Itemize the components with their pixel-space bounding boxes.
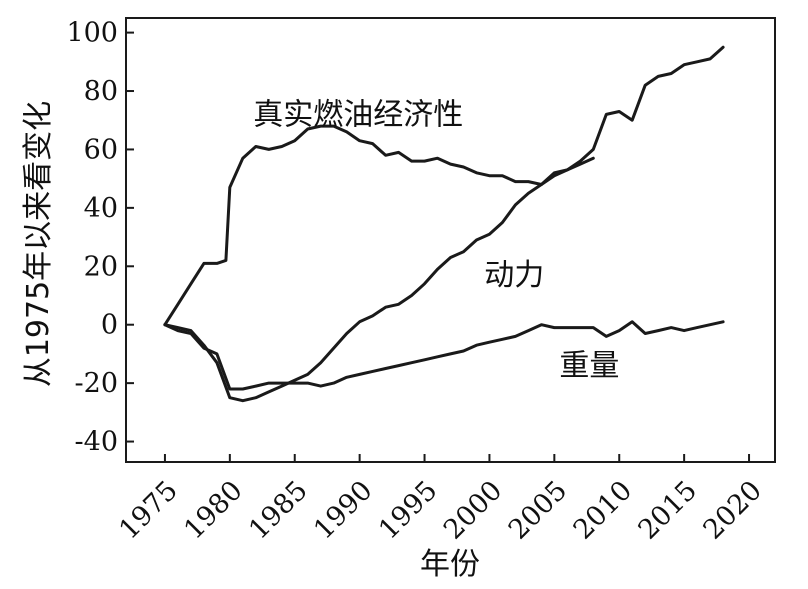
plot-frame [125, 17, 776, 463]
series-line-1 [163, 124, 595, 327]
series-line-3 [163, 320, 725, 391]
series-label-1: 真实燃油经济性 [253, 97, 463, 132]
series-label-3: 重量 [559, 349, 619, 384]
series-line-2 [163, 45, 725, 403]
y-tick-label: 20 [84, 251, 118, 282]
y-tick-label: 40 [84, 193, 118, 224]
series-label-2: 动力 [484, 258, 544, 293]
y-tick-label: 80 [84, 76, 118, 107]
x-tick-label: 2010 [568, 475, 639, 546]
x-tick-label: 2005 [503, 475, 574, 546]
x-tick-label: 1995 [373, 475, 444, 546]
series-group [163, 45, 725, 403]
x-tick-label: 1985 [243, 475, 314, 546]
x-tick-label: 2000 [438, 475, 509, 546]
x-tick-label: 1980 [178, 475, 249, 546]
y-tick-label: 0 [101, 310, 118, 341]
x-tick-label: 1990 [308, 475, 379, 546]
y-tick-label: -40 [75, 427, 118, 458]
y-tick-label: 100 [66, 18, 118, 49]
x-tick-label: 2015 [633, 475, 704, 546]
y-tick-label: -20 [75, 368, 118, 399]
y-tick-label: 60 [84, 134, 118, 165]
x-axis-title: 年份 [420, 547, 480, 582]
x-tick-label: 1975 [113, 475, 184, 546]
x-tick-label: 2020 [697, 475, 768, 546]
y-axis-title: 从1975年以来看变化 [21, 101, 56, 387]
